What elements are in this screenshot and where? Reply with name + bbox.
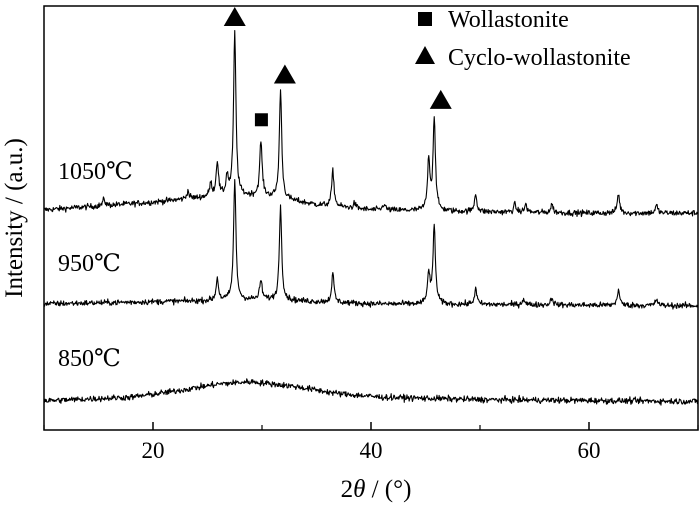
x-axis-title: 2θ / (°) <box>341 476 412 503</box>
curves-group <box>43 29 699 406</box>
legend-triangle-marker <box>415 46 435 64</box>
x-ticks-group: 20 40 60 <box>43 422 699 463</box>
series-line <box>43 29 699 218</box>
x-tick-label: 60 <box>578 438 601 463</box>
x-axis-title-unit: / (°) <box>365 476 411 503</box>
peak-square-marker <box>254 113 268 127</box>
x-axis-title-prefix: 2 <box>341 476 354 503</box>
legend-label-wollastonite: Wollastonite <box>448 7 569 33</box>
x-axis-title-variable: θ <box>353 476 365 503</box>
series-label: 950℃ <box>58 251 121 277</box>
series-label: 850℃ <box>58 346 121 372</box>
peak-triangle-marker <box>429 89 452 109</box>
legend: Wollastonite Cyclo-wollastonite <box>415 7 631 71</box>
series-line <box>43 378 699 406</box>
annotation-markers-group <box>223 7 452 127</box>
series-label: 1050℃ <box>58 159 133 185</box>
x-tick-label: 20 <box>142 438 165 463</box>
series-line <box>43 179 699 310</box>
peak-triangle-marker <box>223 7 246 27</box>
legend-square-marker <box>418 12 432 26</box>
peak-triangle-marker <box>273 64 296 84</box>
x-tick-label: 40 <box>360 438 383 463</box>
series-labels-group: 1050℃ 950℃ 850℃ <box>58 159 133 372</box>
legend-label-cyclo-wollastonite: Cyclo-wollastonite <box>448 45 631 71</box>
y-axis-title: Intensity / (a.u.) <box>1 138 28 298</box>
